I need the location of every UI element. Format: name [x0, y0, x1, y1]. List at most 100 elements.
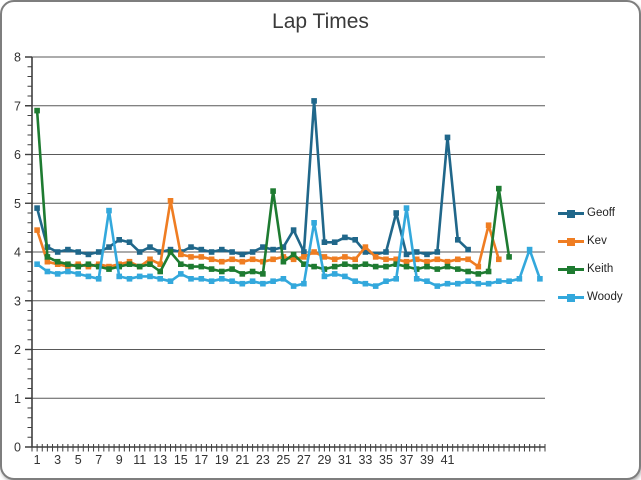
series-marker-kev: [239, 258, 246, 265]
x-tick-label: 11: [133, 453, 146, 467]
series-marker-keith: [167, 249, 174, 255]
series-marker-keith: [465, 268, 471, 275]
series-marker-woody: [444, 280, 451, 287]
series-marker-kev: [465, 256, 471, 263]
y-tick-label: 7: [14, 99, 21, 113]
series-marker-kev: [362, 244, 369, 250]
series-marker-woody: [526, 246, 533, 253]
series-marker-keith: [260, 271, 266, 277]
series-marker-woody: [54, 271, 61, 277]
y-tick-label: 4: [14, 246, 21, 260]
series-marker-geoff: [434, 249, 441, 255]
series-marker-keith: [136, 263, 143, 270]
series-marker-kev: [219, 258, 225, 265]
legend-label-kev: Kev: [587, 235, 607, 247]
legend-marker-geoff-icon: [558, 209, 584, 218]
series-marker-kev: [455, 256, 461, 263]
legend-label-geoff: Geoff: [587, 207, 615, 219]
legend-item-kev: Kev: [558, 234, 623, 249]
series-marker-geoff: [362, 249, 369, 255]
y-tick-label: 1: [14, 392, 21, 406]
series-marker-keith: [188, 263, 194, 270]
series-marker-keith: [198, 263, 205, 270]
x-tick-label: 5: [75, 453, 82, 467]
series-marker-keith: [178, 261, 184, 267]
series-marker-keith: [393, 261, 399, 267]
series-marker-woody: [403, 205, 410, 211]
series-marker-woody: [116, 273, 122, 280]
series-marker-kev: [485, 222, 492, 228]
series-marker-kev: [167, 198, 174, 204]
x-tick-label: 3: [54, 453, 61, 467]
legend-item-geoff: Geoff: [558, 206, 623, 221]
series-marker-keith: [444, 263, 451, 270]
series-marker-keith: [75, 263, 81, 270]
series-marker-geoff: [126, 239, 133, 245]
series-marker-keith: [95, 263, 102, 270]
series-marker-keith: [455, 266, 461, 272]
series-marker-woody: [34, 261, 40, 267]
series-marker-geoff: [321, 239, 328, 245]
series-marker-kev: [372, 254, 379, 260]
series-marker-geoff: [403, 251, 410, 258]
series-marker-woody: [475, 280, 482, 287]
series-marker-woody: [249, 278, 256, 284]
series-marker-geoff: [465, 246, 471, 253]
series-marker-woody: [506, 278, 512, 284]
series-marker-kev: [44, 258, 51, 265]
series-marker-woody: [290, 283, 297, 289]
series-marker-woody: [136, 273, 143, 280]
series-marker-keith: [270, 188, 276, 194]
series-marker-keith: [106, 266, 112, 272]
series-marker-kev: [311, 249, 317, 255]
series-marker-woody: [413, 276, 420, 282]
series-marker-woody: [424, 278, 430, 284]
series-marker-kev: [229, 256, 235, 263]
series-marker-geoff: [75, 249, 81, 255]
legend-label-keith: Keith: [587, 263, 614, 275]
series-marker-keith: [44, 254, 51, 260]
series-marker-geoff: [352, 237, 358, 243]
series-marker-geoff: [301, 249, 307, 255]
chart-title: Lap Times: [272, 10, 369, 33]
series-marker-woody: [126, 276, 133, 282]
x-tick-label: 7: [95, 453, 102, 467]
series-marker-woody: [198, 276, 205, 282]
series-marker-kev: [352, 256, 358, 263]
series-marker-keith: [342, 261, 348, 267]
series-marker-woody: [516, 276, 523, 282]
series-marker-woody: [352, 278, 358, 284]
series-marker-kev: [208, 256, 215, 263]
series-marker-geoff: [188, 244, 194, 250]
series-marker-geoff: [106, 244, 112, 250]
x-tick-label: 23: [256, 453, 270, 467]
series-marker-kev: [475, 263, 482, 270]
series-marker-kev: [270, 256, 276, 263]
series-marker-geoff: [219, 246, 225, 253]
x-tick-label: 19: [215, 453, 229, 467]
series-marker-keith: [249, 268, 256, 275]
y-tick-label: 6: [14, 148, 21, 162]
series-marker-kev: [413, 256, 420, 263]
x-tick-label: 21: [235, 453, 249, 467]
x-tick-label: 27: [297, 453, 311, 467]
series-marker-woody: [383, 278, 389, 284]
series-marker-geoff: [424, 251, 430, 258]
series-marker-woody: [321, 273, 328, 280]
series-marker-keith: [34, 107, 40, 114]
series-marker-geoff: [311, 98, 317, 104]
series-marker-geoff: [413, 249, 420, 255]
series-marker-keith: [506, 254, 512, 260]
series-marker-kev: [393, 256, 399, 263]
series-marker-geoff: [239, 251, 246, 258]
series-marker-geoff: [280, 244, 287, 250]
series-marker-geoff: [85, 251, 92, 258]
x-tick-label: 41: [441, 453, 455, 467]
series-marker-woody: [239, 280, 246, 287]
series-marker-woody: [331, 271, 338, 277]
series-marker-keith: [362, 261, 369, 267]
x-tick-label: 1: [34, 453, 41, 467]
series-marker-woody: [260, 280, 266, 287]
series-marker-keith: [496, 185, 502, 192]
